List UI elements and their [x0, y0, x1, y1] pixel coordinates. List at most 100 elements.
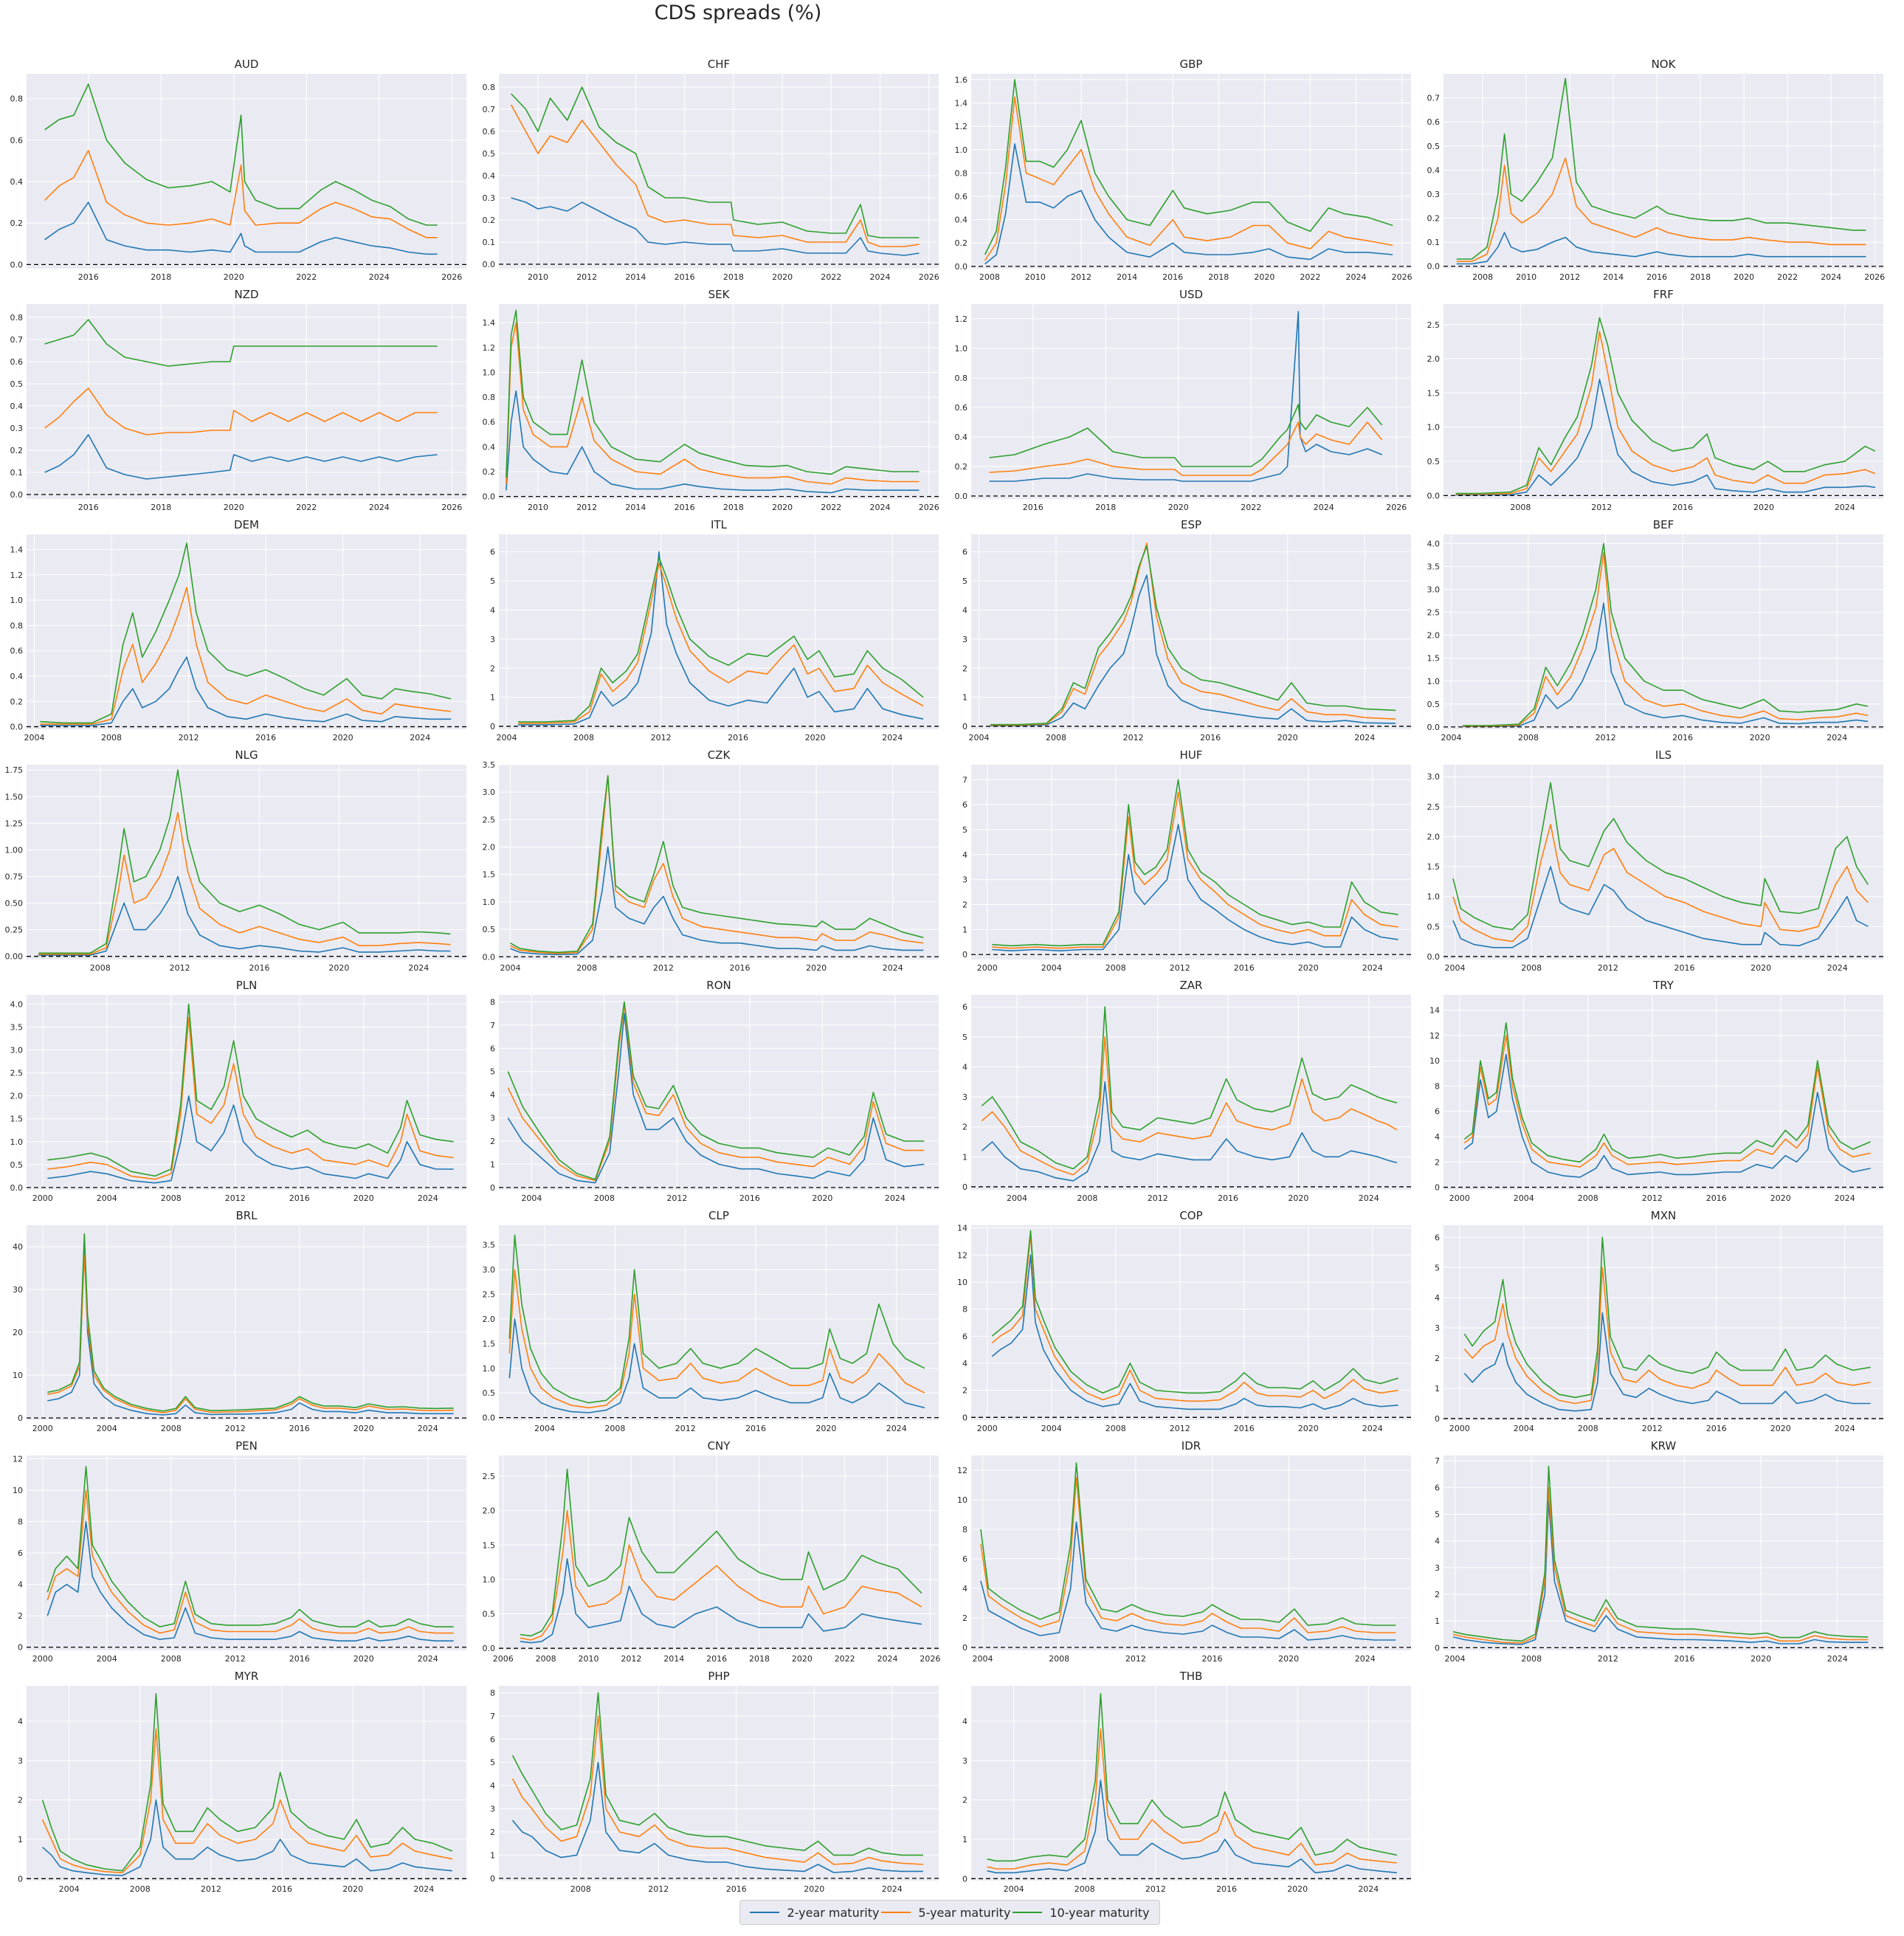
x-tick-label: 2016	[1234, 963, 1255, 973]
y-tick-label: 10	[957, 1495, 967, 1505]
series-line-5y	[510, 104, 920, 247]
y-tick-label: 1.2	[955, 314, 968, 324]
x-tick-label: 2008	[1578, 1193, 1598, 1203]
x-tick-label: 2012	[201, 1884, 221, 1894]
series-line-5y	[47, 1017, 454, 1180]
y-tick-label: 0.6	[955, 192, 968, 201]
y-tick-label: 2	[962, 1796, 967, 1805]
series-line-5y	[981, 1036, 1398, 1176]
x-tick-label: 2016	[78, 272, 99, 282]
x-tick-label: 2014	[663, 1654, 684, 1664]
panel-title: CNY	[708, 1439, 731, 1453]
series-line-10y	[989, 404, 1383, 467]
x-tick-label: 2012	[1642, 1424, 1663, 1433]
chart-thb: 0 1 2 3 4 2004 2008 2012 2016 2020 2024 THB	[962, 1670, 1411, 1894]
y-tick-label: 4	[962, 850, 967, 860]
legend-label: 5-year maturity	[918, 1905, 1011, 1920]
x-tick-label: 2012	[1598, 1654, 1618, 1664]
x-tick-label: 2004	[59, 1884, 80, 1894]
y-tick-label: 1.5	[1427, 654, 1441, 664]
x-tick-label: 2008	[101, 733, 122, 743]
y-tick-label: 7	[490, 1712, 495, 1721]
chart-frf: 0.0 0.5 1.0 1.5 2.0 2.5 2008 2012 2016 2020 2024 FR…	[1427, 288, 1883, 512]
y-tick-label: 0.0	[483, 260, 496, 269]
x-tick-label: 2016	[1674, 1654, 1695, 1664]
x-tick-label: 2012	[576, 503, 597, 512]
x-tick-label: 2026	[919, 503, 939, 512]
x-tick-label: 2024	[1358, 1884, 1379, 1894]
x-tick-label: 2024	[882, 1884, 903, 1894]
y-tick-label: 2	[18, 1611, 23, 1621]
y-tick-label: 1.0	[1427, 892, 1441, 902]
series-line-10y	[984, 79, 1393, 255]
y-tick-label: 0.6	[483, 127, 496, 137]
y-tick-label: 3	[1435, 1323, 1440, 1333]
panel-title: CZK	[708, 748, 731, 762]
y-tick-label: 0.8	[483, 83, 496, 92]
y-tick-label: 0.0	[483, 1644, 496, 1653]
panel-title: MXN	[1651, 1209, 1676, 1222]
plot-area	[971, 1456, 1411, 1650]
x-tick-label: 2004	[1514, 1424, 1534, 1433]
y-tick-label: 1	[490, 693, 495, 703]
y-tick-label: 0.6	[10, 357, 24, 367]
x-tick-label: 2012	[666, 1193, 687, 1203]
x-tick-label: 2016	[1672, 503, 1693, 512]
x-tick-label: 2012	[1148, 1193, 1168, 1203]
panel-title: NOK	[1652, 58, 1677, 71]
y-tick-label: 4	[962, 605, 967, 615]
x-tick-label: 2016	[1706, 1193, 1727, 1203]
y-tick-label: 0.50	[5, 899, 24, 909]
x-tick-label: 2020	[353, 1193, 374, 1203]
panel-title: ESP	[1181, 518, 1201, 531]
x-tick-label: 2024	[1355, 1654, 1376, 1664]
series-line-2y	[980, 1521, 1396, 1641]
x-tick-label: 2024	[418, 1654, 438, 1664]
y-tick-label: 1	[962, 693, 967, 703]
y-tick-label: 3.0	[1427, 772, 1441, 782]
series-line-5y	[1456, 157, 1866, 262]
chart-cny: 0.0 0.5 1.0 1.5 2.0 2.5 2006 2008 2010 2012 2014 20…	[483, 1439, 941, 1664]
y-tick-label: 0.4	[10, 177, 24, 187]
series-line-10y	[1463, 1236, 1871, 1399]
y-tick-label: 0.8	[10, 313, 24, 323]
y-tick-label: 0.0	[483, 492, 496, 502]
y-tick-label: 1.2	[955, 122, 968, 131]
y-tick-label: 1	[18, 1835, 23, 1844]
series-line-10y	[1463, 1022, 1871, 1163]
x-tick-label: 2016	[78, 503, 99, 512]
y-tick-label: 5	[490, 1067, 495, 1077]
y-tick-label: 0	[490, 1183, 495, 1193]
series-line-2y	[984, 143, 1393, 265]
series-line-5y	[984, 96, 1393, 261]
plot-area	[499, 304, 939, 499]
y-tick-label: 0.2	[1427, 214, 1441, 224]
x-tick-label: 2024	[870, 272, 891, 282]
panel-title: ILS	[1655, 748, 1672, 762]
y-tick-label: 0.6	[10, 647, 24, 656]
plot-area	[499, 1686, 939, 1881]
x-tick-label: 2012	[1123, 733, 1144, 743]
y-tick-label: 1.0	[10, 1137, 24, 1147]
x-tick-label: 2020	[1168, 503, 1189, 512]
panel-title: TRY	[1652, 979, 1674, 992]
y-tick-label: 0.0	[1427, 491, 1441, 500]
y-tick-label: 0.0	[1427, 723, 1441, 732]
y-tick-label: 8	[1435, 1081, 1440, 1091]
y-tick-label: 1.25	[5, 819, 24, 828]
x-tick-label: 2012	[225, 1654, 246, 1664]
y-tick-label: 0.2	[10, 446, 24, 455]
series-line-10y	[1452, 1465, 1869, 1642]
panel-title: HUF	[1180, 748, 1203, 762]
x-tick-label: 2000	[977, 963, 998, 973]
x-tick-label: 2020	[1298, 963, 1319, 973]
x-tick-label: 2024	[883, 963, 903, 973]
legend: 2-year maturity 5-year maturity 10-year …	[739, 1900, 1160, 1925]
x-tick-label: 2012	[1145, 1884, 1166, 1894]
y-tick-label: 2.5	[10, 1069, 24, 1078]
series-line-2y	[40, 656, 452, 726]
x-tick-label: 2000	[32, 1424, 53, 1433]
x-tick-label: 2018	[749, 1654, 770, 1664]
x-tick-label: 2014	[625, 503, 646, 512]
series-line-5y	[44, 387, 438, 435]
